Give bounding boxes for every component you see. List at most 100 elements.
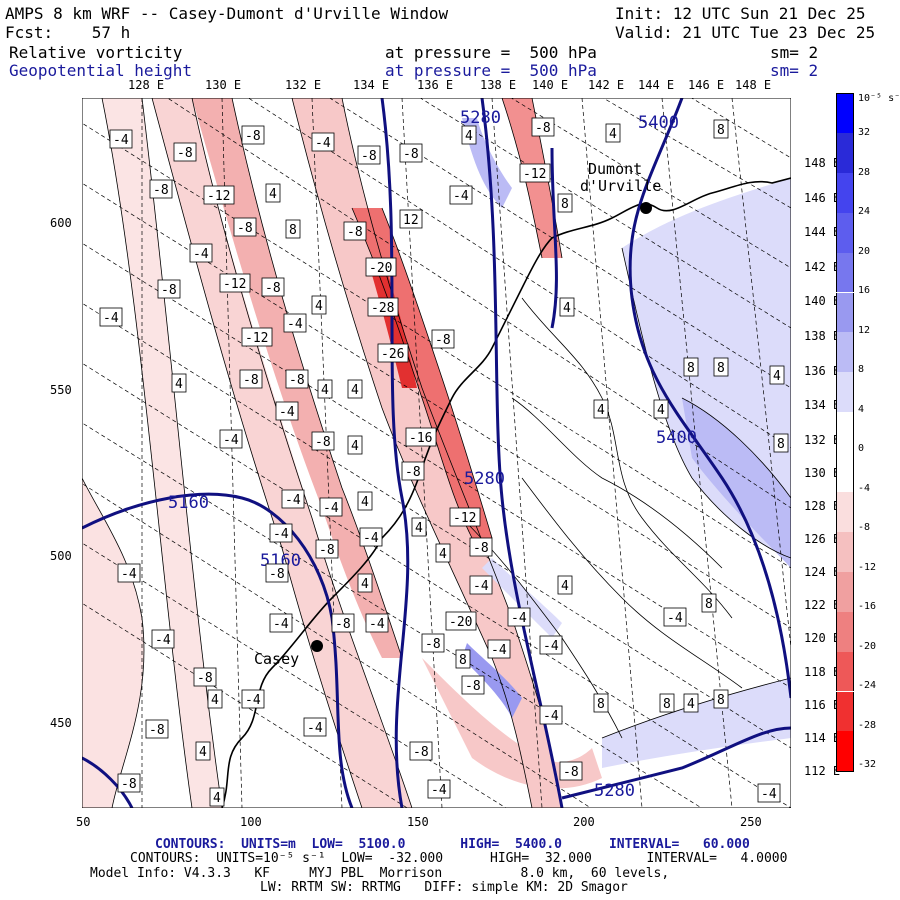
- vorticity-value-text: 4: [687, 697, 695, 712]
- vorticity-value-text: 4: [415, 521, 423, 536]
- height-label-5160-left: 5160: [168, 493, 209, 513]
- vorticity-value-text: -4: [103, 311, 119, 326]
- right-lon-label: 126 E: [804, 532, 841, 547]
- vorticity-value-text: 4: [773, 369, 781, 384]
- height-labels: 5280 5400 5400 5280 5160 5160 5280: [168, 108, 697, 801]
- x-label-150: 150: [407, 815, 429, 829]
- vorticity-value-box: -4: [109, 129, 133, 149]
- vorticity-value-box: 4: [317, 379, 333, 399]
- vorticity-value-box: -4: [275, 401, 299, 421]
- vorticity-value-text: -8: [153, 183, 169, 198]
- vorticity-value-text: -28: [371, 301, 394, 316]
- height-label-5280-bottom: 5280: [594, 781, 635, 801]
- colorbar-swatch: [836, 412, 854, 453]
- vorticity-value-box: -8: [145, 719, 169, 739]
- vorticity-value-text: -12: [207, 189, 230, 204]
- top-lon-label: 148 E: [735, 78, 772, 92]
- vorticity-value-text: -4: [113, 133, 129, 148]
- colorbar-tick-label: 16: [858, 285, 871, 296]
- vorticity-value-text: -4: [223, 433, 239, 448]
- vorticity-value-box: -4: [269, 523, 293, 543]
- vorticity-value-box: -4: [427, 779, 451, 799]
- vorticity-contour-info: CONTOURS: UNITS=10⁻⁵ s⁻¹ LOW= -32.000 HI…: [130, 851, 788, 866]
- vorticity-value-box: -4: [539, 705, 563, 725]
- vorticity-value-text: -4: [491, 643, 507, 658]
- vorticity-value-box: 4: [347, 435, 363, 455]
- vorticity-value-box: 8: [683, 357, 699, 377]
- vorticity-value-text: -4: [453, 189, 469, 204]
- vorticity-value-box: 8: [285, 219, 301, 239]
- vorticity-value-box: 8: [713, 689, 729, 709]
- colorbar-tick-label: 32: [858, 127, 871, 138]
- vorticity-value-box: -4: [319, 497, 343, 517]
- dumont-durville-label: Dumont d'Urville: [580, 160, 661, 195]
- vorticity-value-text: -4: [761, 787, 777, 802]
- vorticity-value-text: -8: [435, 333, 451, 348]
- vorticity-value-box: -8: [173, 142, 197, 162]
- right-lon-label: 114 E: [804, 730, 841, 745]
- vorticity-value-text: 8: [663, 697, 671, 712]
- vorticity-value-text: 4: [563, 301, 571, 316]
- vorticity-value-text: -4: [245, 693, 261, 708]
- vorticity-value-text: -8: [335, 617, 351, 632]
- vorticity-value-text: -12: [453, 511, 476, 526]
- colorbar-tick-label: 20: [858, 245, 871, 257]
- vorticity-value-box: 8: [593, 693, 609, 713]
- colorbar-tick-label: 0: [858, 443, 865, 454]
- vorticity-value-box: -4: [359, 527, 383, 547]
- right-lon-label: 112 E: [804, 763, 841, 778]
- vorticity-value-box: -4: [449, 185, 473, 205]
- vorticity-value-text: 4: [321, 383, 329, 398]
- vorticity-value-text: -4: [121, 567, 137, 582]
- vorticity-value-text: -8: [269, 567, 285, 582]
- vorticity-value-box: -4: [283, 313, 307, 333]
- vorticity-value-box: -8: [421, 633, 445, 653]
- colorbar-swatch: [836, 332, 854, 373]
- vorticity-value-box: -4: [487, 639, 511, 659]
- vorticity-value-box: 4: [311, 295, 327, 315]
- vorticity-value-text: 8: [561, 197, 569, 212]
- vorticity-value-box: -8: [149, 179, 173, 199]
- right-lon-label: 130 E: [804, 465, 841, 480]
- vorticity-value-text: 8: [777, 437, 785, 452]
- top-lon-label: 140 E: [532, 78, 569, 92]
- vorticity-value-text: 4: [361, 495, 369, 510]
- vorticity-value-box: -8: [239, 369, 263, 389]
- vorticity-value-text: -12: [245, 331, 268, 346]
- colorbar-swatch: [836, 531, 854, 572]
- vorticity-value-box: -4: [189, 243, 213, 263]
- vorticity-value-box: -8: [461, 675, 485, 695]
- vorticity-value-box: -4: [663, 607, 687, 627]
- top-lon-label: 136 E: [417, 78, 454, 92]
- vorticity-value-box: 4: [195, 741, 211, 761]
- vorticity-value-text: -8: [161, 283, 177, 298]
- vorticity-value-box: 8: [659, 693, 675, 713]
- vorticity-value-box: -4: [269, 613, 293, 633]
- right-lon-label: 124 E: [804, 565, 841, 580]
- vorticity-value-box: 4: [593, 399, 609, 419]
- vorticity-value-box: -8: [343, 221, 367, 241]
- vorticity-value-box: -28: [367, 297, 399, 317]
- right-lon-label: 140 E: [804, 294, 841, 309]
- map-title: AMPS 8 km WRF -- Casey-Dumont d'Urville …: [5, 4, 449, 23]
- vorticity-value-text: 4: [175, 377, 183, 392]
- right-lon-label: 146 E: [804, 190, 841, 205]
- colorbar-tick-label: 4: [858, 403, 865, 415]
- top-lon-label: 138 E: [480, 78, 517, 92]
- vorticity-value-text: -4: [667, 611, 683, 626]
- right-lon-label: 142 E: [804, 259, 841, 274]
- height-contours: [82, 98, 791, 808]
- vorticity-value-box: -20: [365, 257, 397, 277]
- vorticity-value-text: -4: [543, 709, 559, 724]
- physics-info: LW: RRTM SW: RRTMG DIFF: simple KM: 2D S…: [260, 880, 628, 895]
- colorbar-swatch: [836, 172, 854, 213]
- colorbar-tick-label: -24: [858, 680, 877, 691]
- vorticity-value-text: -4: [543, 639, 559, 654]
- colorbar-swatch: [836, 492, 854, 532]
- vorticity-value-text: -4: [369, 617, 385, 632]
- right-lon-label: 132 E: [804, 432, 841, 447]
- colorbar-tick-label: 24: [858, 206, 871, 217]
- vorticity-value-text: -8: [473, 541, 489, 556]
- vorticity-value-text: -12: [223, 277, 246, 292]
- vorticity-value-text: -8: [197, 671, 213, 686]
